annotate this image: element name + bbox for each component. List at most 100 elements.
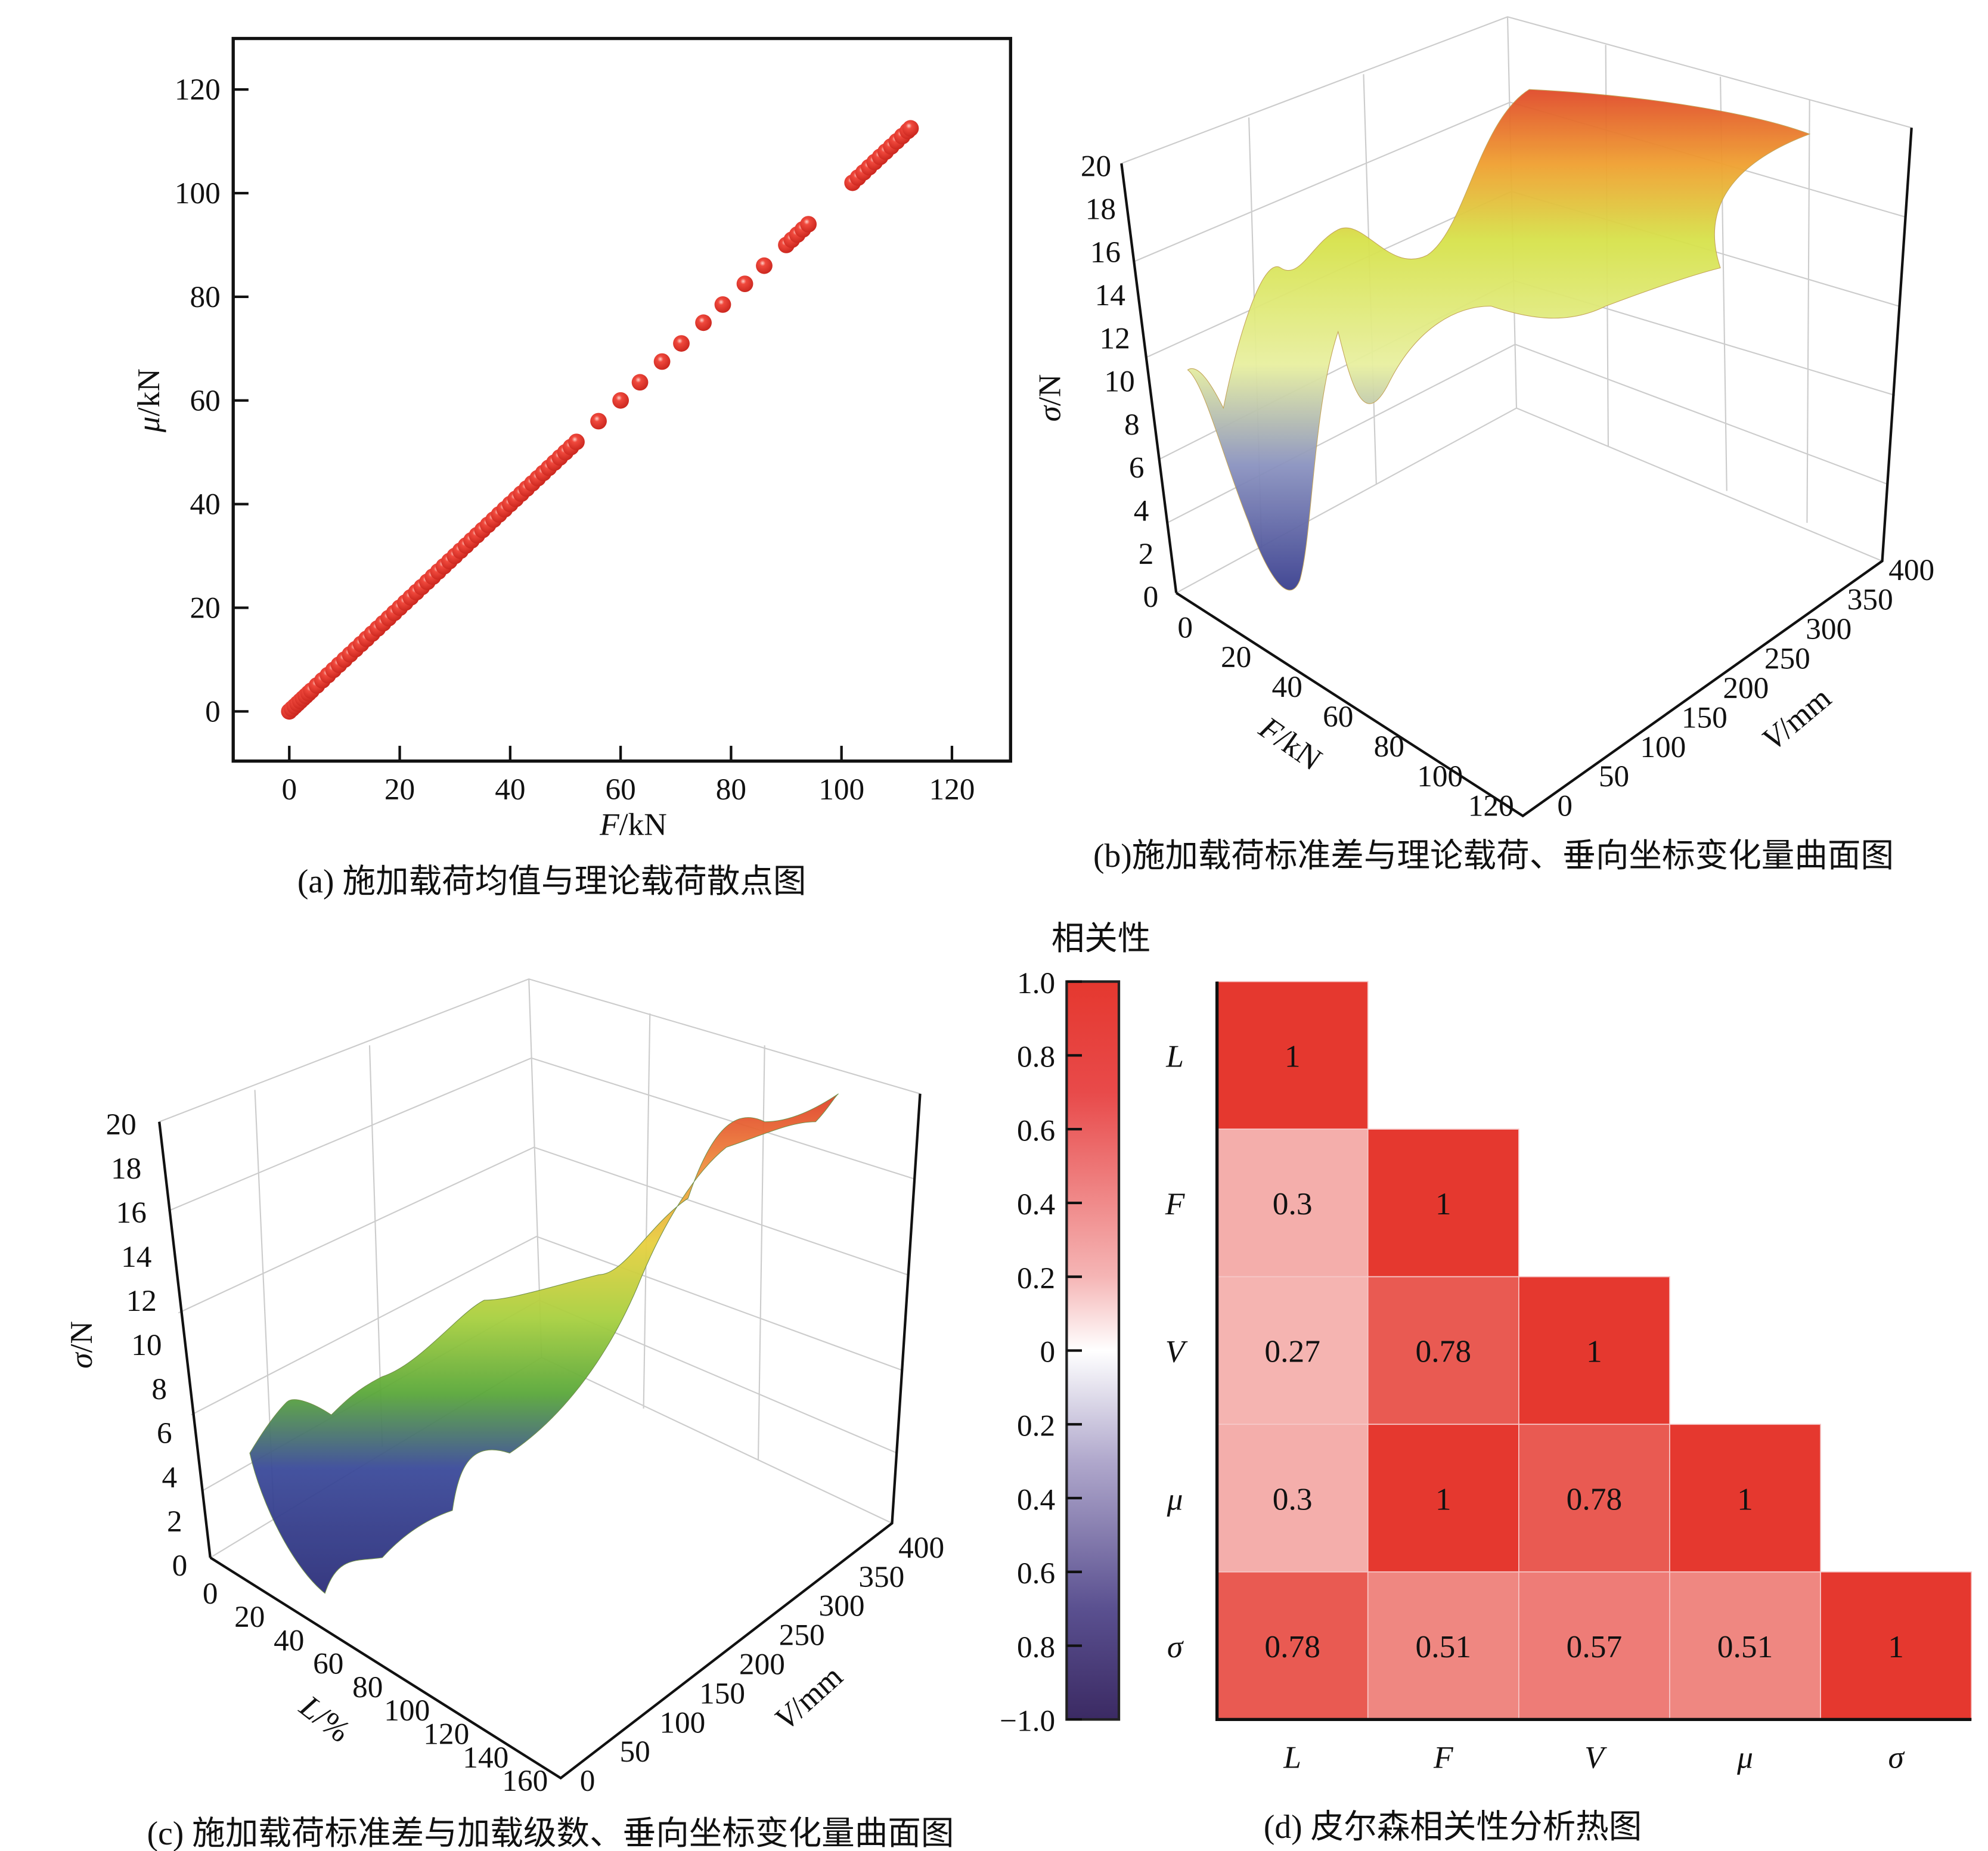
z-tick-label: 6 [1129,451,1145,485]
z-tick-label: 2 [167,1505,182,1539]
x-axis-label: F/kN [1252,709,1329,777]
scatter-point [736,275,753,293]
x-tick-label: 40 [495,773,525,807]
x-tick-label: 0 [1177,610,1193,644]
scatter-point [590,413,607,430]
z-tick-label: 8 [151,1372,167,1406]
x-tick-label: 80 [1374,730,1404,764]
caption-c: (c) 施加载荷标准差与加载级数、垂向坐标变化量曲面图 [147,1815,954,1851]
axes-box [1120,128,1913,818]
y-tick-label: 400 [898,1531,944,1565]
heatmap-cell-value: 0.51 [1416,1629,1472,1664]
x-tick-label: 20 [1221,640,1251,674]
z-tick-label: 20 [1081,149,1111,183]
colorbar-tick-label: 0.8 [1017,1630,1055,1664]
caption-d: (d) 皮尔森相关性分析热图 [1264,1809,1642,1846]
surface-mesh [1187,89,1811,591]
heatmap-cell-value: 1 [1586,1334,1602,1369]
scatter-panel: 0 20 40 60 80 100 120 0 20 40 60 80 100 120 F/kN μ/kN… [131,36,1012,900]
x-tick-label: 120 [423,1717,469,1751]
z-tick-label: 2 [1139,537,1154,571]
surface-mesh [249,1093,839,1594]
colorbar-tick-label: 0.2 [1017,1409,1055,1443]
x-tick-label: 120 [929,773,975,807]
x-axis-label: L/% [293,1688,357,1749]
x-axis-label: F/kN [599,807,667,842]
heatmap-axes [1215,981,1972,1722]
y-tick-label: 20 [190,591,221,625]
z-tick-label: 14 [1095,278,1125,312]
heatmap-cell-value: 0.51 [1717,1629,1773,1664]
column-label: μ [1736,1740,1753,1775]
z-tick-label: 0 [1143,580,1159,614]
y-tick-label: 250 [779,1619,825,1652]
x-tick-label: 20 [234,1600,265,1634]
column-label: L [1283,1740,1301,1775]
x-tick-label: 100 [1417,759,1463,793]
z-tick-label: 8 [1124,408,1140,442]
x-tick-label: 40 [1272,670,1302,704]
y-tick-label: 200 [739,1647,785,1681]
y-tick-label: 200 [1723,671,1769,705]
heatmap-cell-value: 0.57 [1567,1629,1623,1664]
row-label: μ [1167,1481,1183,1517]
x-tick-label: 60 [313,1647,343,1681]
heatmap-cell-value: 0.27 [1264,1334,1320,1369]
y-tick-label: 300 [819,1589,865,1623]
z-tick-label: 0 [172,1549,188,1583]
colorbar-tick-label: 0.6 [1017,1557,1055,1590]
row-label: σ [1167,1629,1184,1664]
z-tick-label: 6 [157,1416,172,1450]
heatmap-cell-value: 0.78 [1567,1481,1623,1517]
z-axis-label: σ/N [1032,374,1068,422]
caption-a: (a) 施加载荷均值与理论载荷散点图 [297,863,807,900]
z-tick-label: 18 [1086,193,1116,227]
z-axis-label: σ/N [63,1321,99,1369]
y-tick-label: 100 [175,176,221,210]
y-axis-label: μ/kN [131,368,166,433]
heatmap-cell [1216,1571,1369,1720]
grid-lines [159,978,920,1558]
y-tick-label: 100 [659,1706,705,1740]
y-tick-label: 300 [1806,612,1851,646]
y-tick-label: 150 [699,1676,745,1710]
heatmap-panel: 相关性 1.0 0.8 0.6 0.4 0.2 0 0.2 0.4 0.6 0.8 −1.0 1 0.… [1000,920,1973,1846]
row-label: V [1165,1334,1188,1369]
heatmap-cell [1367,1571,1519,1720]
heatmap-cell-value: 1 [1435,1481,1452,1517]
colorbar-title: 相关性 [1052,920,1151,957]
colorbar-tick-label: 0.4 [1017,1188,1055,1221]
heatmap-cell [1216,1276,1369,1425]
scatter-point [612,392,629,409]
z-tick-label: 12 [126,1284,157,1318]
x-tick-label: 60 [605,773,635,807]
heatmap-cell [1367,1276,1519,1425]
heatmap-cell [1216,1128,1369,1278]
heatmap-cell [1820,1571,1973,1720]
row-label: L [1165,1038,1184,1074]
y-tick-label: 150 [1682,700,1728,734]
scatter-point [756,257,773,274]
y-tick-label: 120 [175,73,221,107]
scatter-point [902,120,919,137]
scatter-point [631,374,649,391]
colorbar-tick-label: 1.0 [1017,966,1055,1000]
heatmap-cell-value: 0.3 [1273,1481,1313,1517]
colorbar-tick-label: 0.2 [1017,1261,1055,1295]
y-tick-label: 60 [190,384,221,418]
caption-b: (b)施加载荷标准差与理论载荷、垂向坐标变化量曲面图 [1093,838,1894,875]
y-tick-label: 50 [1599,759,1629,793]
x-tick-label: 140 [463,1741,508,1775]
heatmap-cell-value: 0.78 [1264,1629,1320,1664]
scatter-point [714,296,731,313]
scatter-point [695,314,712,331]
heatmap-cell [1669,1571,1821,1720]
scatter-point [800,216,817,233]
heatmap-cell-value: 1 [1285,1038,1301,1074]
heatmap-cell [1216,981,1369,1130]
heatmap-cell [1669,1424,1821,1573]
y-tick-label: 100 [1640,730,1686,764]
colorbar-tick-label: 0.6 [1017,1114,1055,1148]
